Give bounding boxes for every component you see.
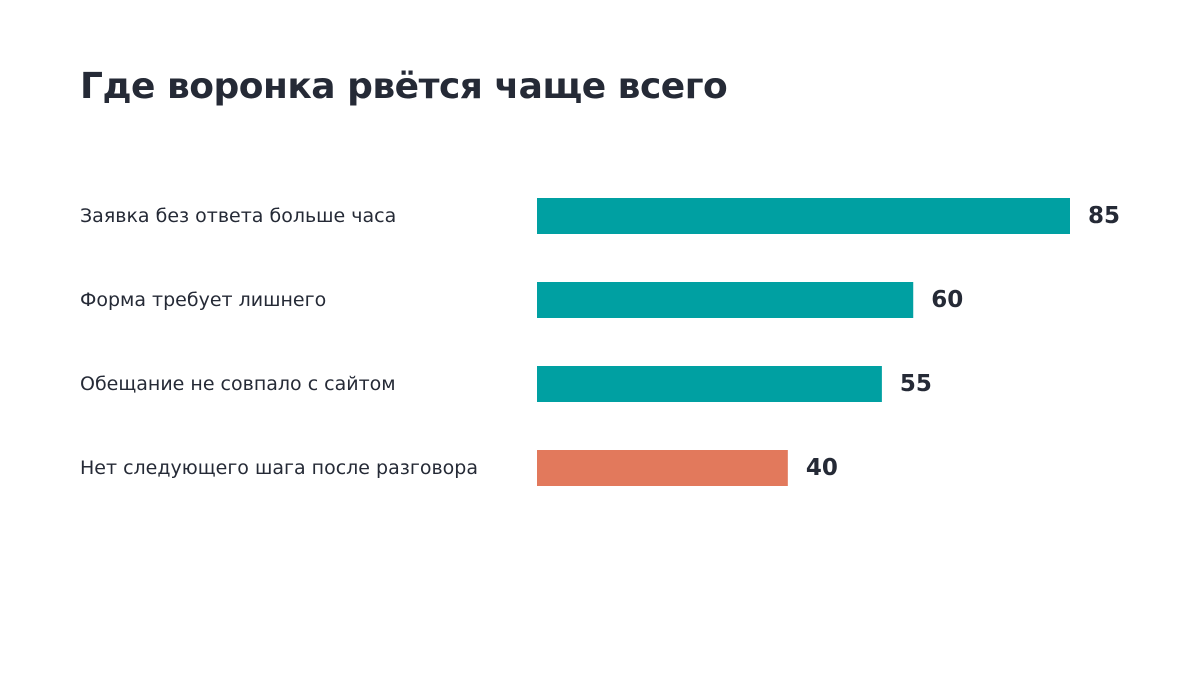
category-label: Форма требует лишнего	[80, 289, 326, 311]
bar-row: Форма требует лишнего 60	[80, 282, 963, 318]
value-label: 55	[900, 371, 932, 397]
value-label: 40	[806, 455, 838, 481]
category-label: Заявка без ответа больше часа	[80, 205, 396, 227]
bar	[537, 198, 1070, 234]
bar-row: Нет следующего шага после разговора 40	[80, 450, 838, 486]
category-label: Обещание не совпало с сайтом	[80, 373, 396, 395]
value-label: 85	[1088, 203, 1120, 229]
value-label: 60	[931, 287, 963, 313]
bar	[537, 282, 914, 318]
bar	[537, 450, 788, 486]
bar	[537, 366, 882, 402]
chart-title: Где воронка рвётся чаще всего	[80, 66, 728, 107]
bar-row: Заявка без ответа больше часа 85	[80, 198, 1120, 234]
bar-row: Обещание не совпало с сайтом 55	[80, 366, 932, 402]
category-label: Нет следующего шага после разговора	[80, 457, 478, 479]
